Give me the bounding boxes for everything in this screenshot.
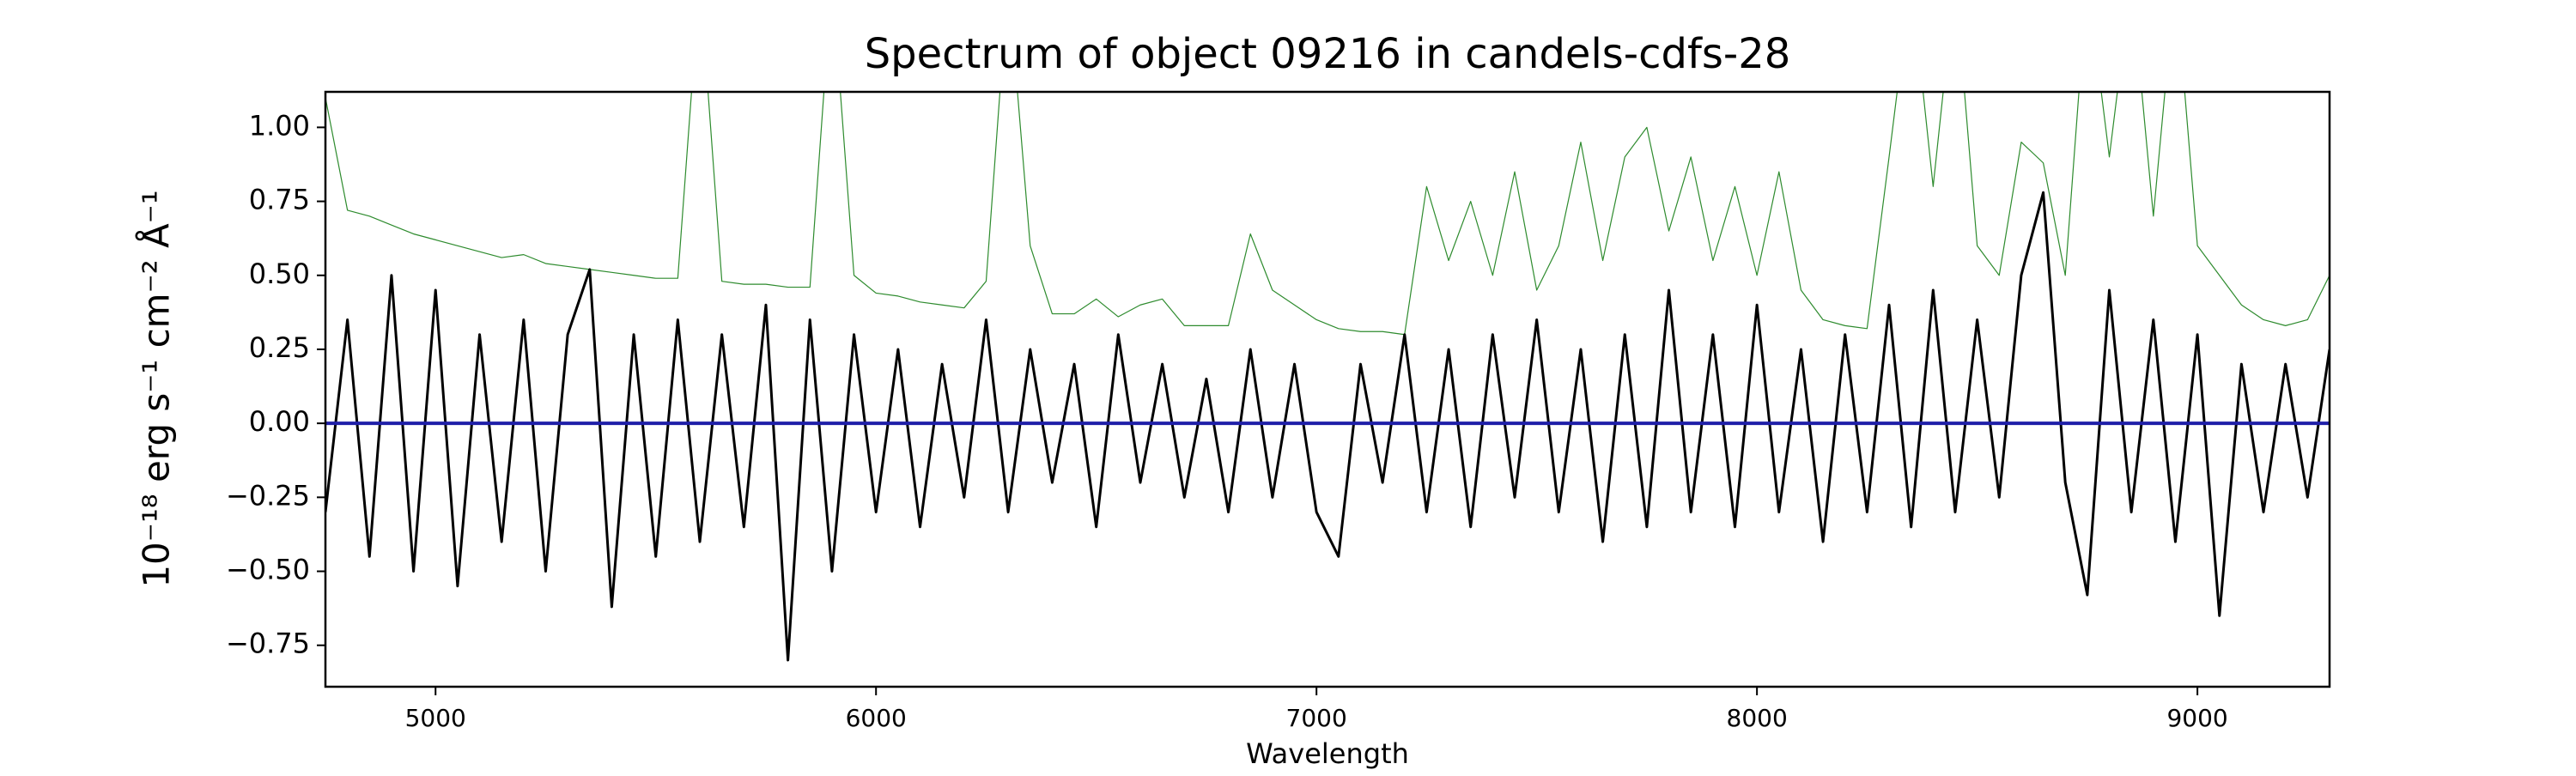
y-tick-label: −0.75 [226,627,310,660]
y-tick-label: 0.75 [249,184,310,216]
series-line [325,92,2330,336]
x-tick-label: 6000 [846,704,907,732]
y-tick-label: 0.25 [249,331,310,364]
series-line [325,191,2330,662]
plot-lines [325,92,2330,662]
x-tick-label: 5000 [405,704,466,732]
y-tick-label: 0.00 [249,405,310,438]
chart-title: Spectrum of object 09216 in candels-cdfs… [865,30,1791,78]
y-tick-label: 0.50 [249,258,310,290]
y-axis-label: 10⁻¹⁸ erg s⁻¹ cm⁻² Å⁻¹ [135,190,178,587]
y-tick-label: −0.50 [226,554,310,586]
x-tick-label: 9000 [2166,704,2227,732]
x-tick-label: 8000 [1727,704,1788,732]
x-tick-label: 7000 [1286,704,1347,732]
x-axis-label: Wavelength [1246,737,1409,770]
plot-frame [324,90,2331,688]
y-tick-label: −0.25 [226,479,310,512]
y-tick-label: 1.00 [249,109,310,142]
